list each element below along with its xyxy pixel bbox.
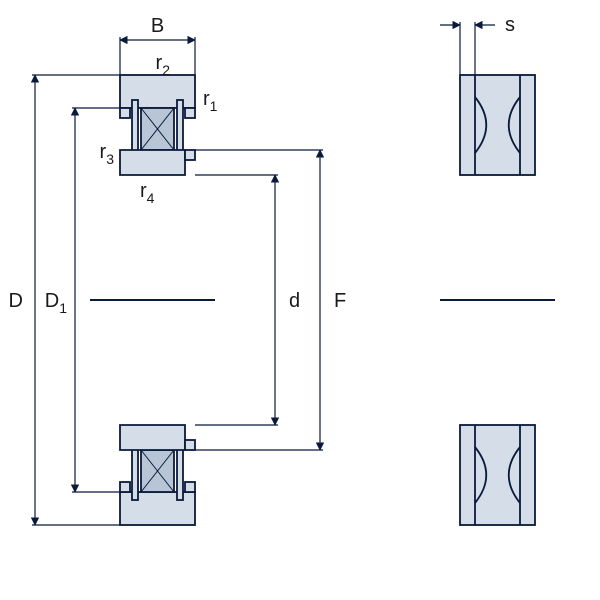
dim-D1-label: D1 — [45, 290, 67, 316]
dim-D-label: D — [9, 290, 23, 312]
outer-ring-lip — [185, 482, 195, 492]
r2-label: r2 — [156, 52, 171, 78]
side-outer-ring — [460, 425, 535, 525]
r4-label: r4 — [140, 180, 155, 206]
r1-label: r1 — [203, 88, 218, 114]
outer-ring-lip — [120, 482, 130, 492]
outer-ring-lip — [120, 108, 130, 118]
dim-B-label: B — [151, 15, 164, 37]
r3-label: r3 — [100, 141, 115, 167]
dim-F-label: F — [334, 290, 346, 312]
inner-ring — [120, 150, 185, 175]
dim-s-label: s — [505, 14, 515, 36]
side-outer-ring — [460, 75, 535, 175]
inner-ring-tab — [185, 440, 195, 450]
inner-ring-tab — [185, 150, 195, 160]
dim-d-label: d — [289, 290, 300, 312]
outer-ring-lip — [185, 108, 195, 118]
bearing-cross-section-diagram: D D1 Bd Fs r1 r2 r3 r4 — [0, 0, 600, 600]
inner-ring — [120, 425, 185, 450]
